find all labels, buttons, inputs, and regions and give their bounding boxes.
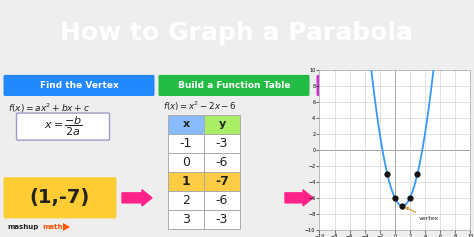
FancyBboxPatch shape bbox=[17, 113, 109, 140]
Text: mashup: mashup bbox=[7, 224, 38, 230]
Text: Plot Points and Graph: Plot Points and Graph bbox=[341, 81, 445, 90]
Text: Find the Vertex: Find the Vertex bbox=[40, 81, 118, 90]
Text: How to Graph a Parabola: How to Graph a Parabola bbox=[61, 21, 413, 45]
FancyBboxPatch shape bbox=[3, 177, 117, 219]
Text: y: y bbox=[219, 119, 226, 129]
Text: 1: 1 bbox=[182, 175, 191, 188]
Text: -6: -6 bbox=[216, 156, 228, 169]
Bar bbox=[204, 172, 240, 191]
Bar bbox=[168, 191, 204, 210]
Text: -6: -6 bbox=[216, 194, 228, 207]
FancyBboxPatch shape bbox=[158, 75, 310, 96]
Text: 2: 2 bbox=[182, 194, 190, 207]
Text: Build a Function Table: Build a Function Table bbox=[178, 81, 290, 90]
Text: -1: -1 bbox=[180, 137, 192, 150]
Bar bbox=[204, 191, 240, 210]
Bar bbox=[168, 153, 204, 172]
Text: -3: -3 bbox=[216, 213, 228, 226]
Text: $x = \dfrac{-b}{2a}$: $x = \dfrac{-b}{2a}$ bbox=[44, 115, 82, 138]
Bar bbox=[204, 153, 240, 172]
Bar bbox=[204, 114, 240, 134]
Text: 3: 3 bbox=[182, 213, 190, 226]
Bar bbox=[168, 210, 204, 229]
Bar bbox=[204, 134, 240, 153]
Text: (1,-7): (1,-7) bbox=[30, 188, 90, 207]
FancyBboxPatch shape bbox=[3, 75, 155, 96]
FancyArrow shape bbox=[122, 190, 152, 206]
Bar bbox=[168, 172, 204, 191]
Text: 0: 0 bbox=[182, 156, 190, 169]
Bar bbox=[204, 210, 240, 229]
Text: vertex: vertex bbox=[406, 208, 439, 221]
Text: -7: -7 bbox=[215, 175, 229, 188]
Text: -3: -3 bbox=[216, 137, 228, 150]
FancyArrow shape bbox=[285, 190, 313, 206]
Polygon shape bbox=[63, 223, 70, 231]
Bar bbox=[168, 114, 204, 134]
Text: math: math bbox=[42, 224, 63, 230]
Text: $f(x) = ax^2 + bx + c$: $f(x) = ax^2 + bx + c$ bbox=[8, 102, 90, 115]
Bar bbox=[168, 134, 204, 153]
FancyBboxPatch shape bbox=[317, 75, 470, 96]
Text: $f(x) = x^2 - 2x - 6$: $f(x) = x^2 - 2x - 6$ bbox=[163, 100, 237, 113]
Text: x: x bbox=[182, 119, 190, 129]
